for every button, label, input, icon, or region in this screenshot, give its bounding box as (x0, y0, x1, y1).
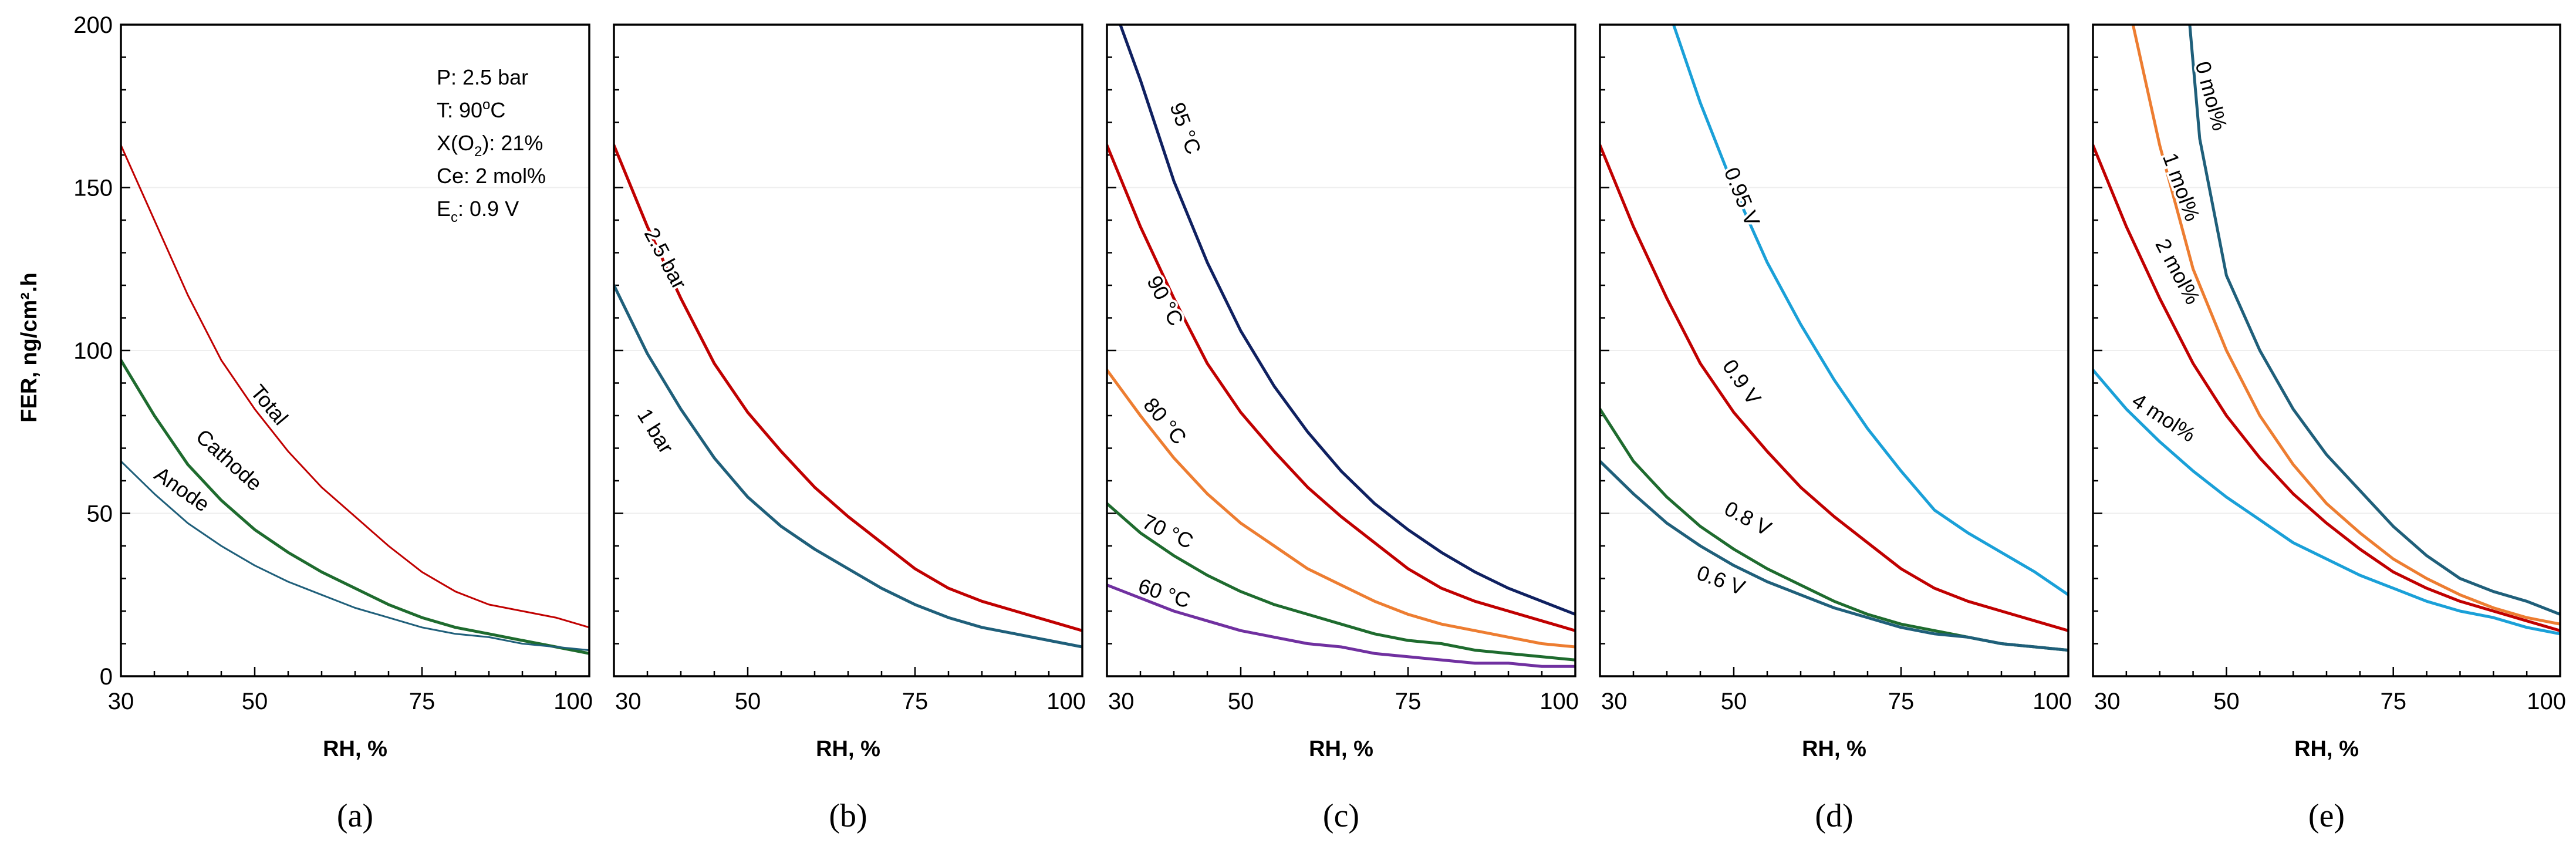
curve-label: 70 °C (1139, 509, 1197, 553)
x-tick-label: 100 (1046, 689, 1086, 714)
x-tick-label: 50 (735, 689, 761, 714)
x-tick-label: 100 (2033, 689, 2072, 714)
x-axis-title: RH, % (1802, 737, 1866, 761)
x-tick-label: 30 (615, 689, 642, 714)
curve-label: 0.8 V (1720, 496, 1775, 541)
series-0-8-v (1600, 407, 2068, 652)
series-60-c (1107, 583, 1575, 668)
series-0-mol- (2188, 25, 2560, 616)
x-tick-label: 75 (902, 689, 929, 714)
curve-label: 95 °C (1165, 99, 1206, 157)
x-tick-label: 75 (1888, 689, 1915, 714)
series-2-5-bar (614, 143, 1082, 632)
info-line: T: 90oC (437, 97, 505, 122)
y-tick-label: 150 (73, 176, 113, 201)
series-4-mol- (2093, 368, 2560, 636)
curve-label: 0.95 V (1720, 164, 1765, 230)
info-line: Ec: 0.9 V (437, 197, 519, 225)
x-tick-label: 30 (1108, 689, 1135, 714)
curve-label: 80 °C (1139, 393, 1191, 449)
series-total (121, 144, 589, 629)
x-tick-label: 100 (1539, 689, 1579, 714)
curve-label: 2.5 bar (640, 224, 692, 293)
series-0-95-v (1672, 25, 2068, 596)
series-80-c (1107, 368, 1575, 649)
plot-frame (1599, 23, 2069, 677)
y-tick-label: 200 (73, 12, 113, 38)
x-tick-label: 30 (2094, 689, 2121, 714)
x-axis-title: RH, % (323, 737, 387, 761)
series-90-c (1107, 143, 1575, 632)
curve-label: 1 mol% (2158, 150, 2205, 224)
series-2-mol- (2093, 143, 2560, 632)
series-70-c (1107, 502, 1575, 662)
series-1-mol- (2131, 25, 2560, 626)
panel-label: (a) (337, 798, 373, 834)
curve-label: Total (246, 380, 293, 430)
x-tick-label: 100 (2527, 689, 2566, 714)
series-0-6-v (1600, 460, 2068, 652)
series-95-c (1119, 25, 1575, 616)
info-line: X(O2): 21% (437, 131, 543, 160)
series-anode (121, 460, 589, 652)
panel-label: (c) (1323, 798, 1359, 834)
curve-label: 1 bar (633, 404, 678, 458)
info-line: P: 2.5 bar (437, 65, 528, 89)
conditions-info-box: P: 2.5 bar T: 90oC X(O2): 21% Ce: 2 mol% Ec:… (437, 65, 546, 225)
series-0-9-v (1600, 143, 2068, 632)
x-tick-label: 30 (1601, 689, 1628, 714)
curve-label: 4 mol% (2128, 388, 2200, 447)
plot-frame (1106, 23, 1576, 677)
x-axis-title: RH, % (2294, 737, 2359, 761)
y-tick-label: 0 (100, 664, 113, 690)
series-cathode (121, 359, 589, 655)
curve-label: 0.6 V (1694, 561, 1748, 600)
x-tick-label: 75 (1395, 689, 1422, 714)
x-axis-title: RH, % (816, 737, 880, 761)
panel-label: (d) (1815, 798, 1853, 834)
x-tick-label: 75 (2380, 689, 2406, 714)
curve-label: 90 °C (1142, 272, 1189, 330)
series-1-bar (614, 284, 1082, 649)
plot-frame (2092, 23, 2561, 677)
x-tick-label: 50 (1228, 689, 1254, 714)
y-tick-label: 50 (87, 501, 113, 527)
x-tick-label: 50 (1721, 689, 1747, 714)
x-tick-label: 30 (108, 689, 134, 714)
plot-frame (120, 23, 590, 677)
panel-label: (e) (2308, 798, 2345, 834)
panel-label: (b) (829, 798, 867, 834)
y-axis-title: FER, ng/cm².h (17, 272, 42, 422)
y-tick-label: 100 (73, 338, 113, 364)
info-line: Ce: 2 mol% (437, 164, 546, 188)
x-tick-label: 50 (2213, 689, 2240, 714)
x-axis-title: RH, % (1309, 737, 1373, 761)
plot-frame (613, 23, 1083, 677)
curve-label: Anode (150, 462, 214, 517)
curve-label: Cathode (191, 424, 267, 496)
x-tick-label: 50 (242, 689, 268, 714)
panel-b: 2.5 bar 1 bar 30 50 75 100 RH, % (b) (613, 23, 1086, 834)
x-tick-label: 100 (553, 689, 593, 714)
x-tick-label: 75 (409, 689, 435, 714)
